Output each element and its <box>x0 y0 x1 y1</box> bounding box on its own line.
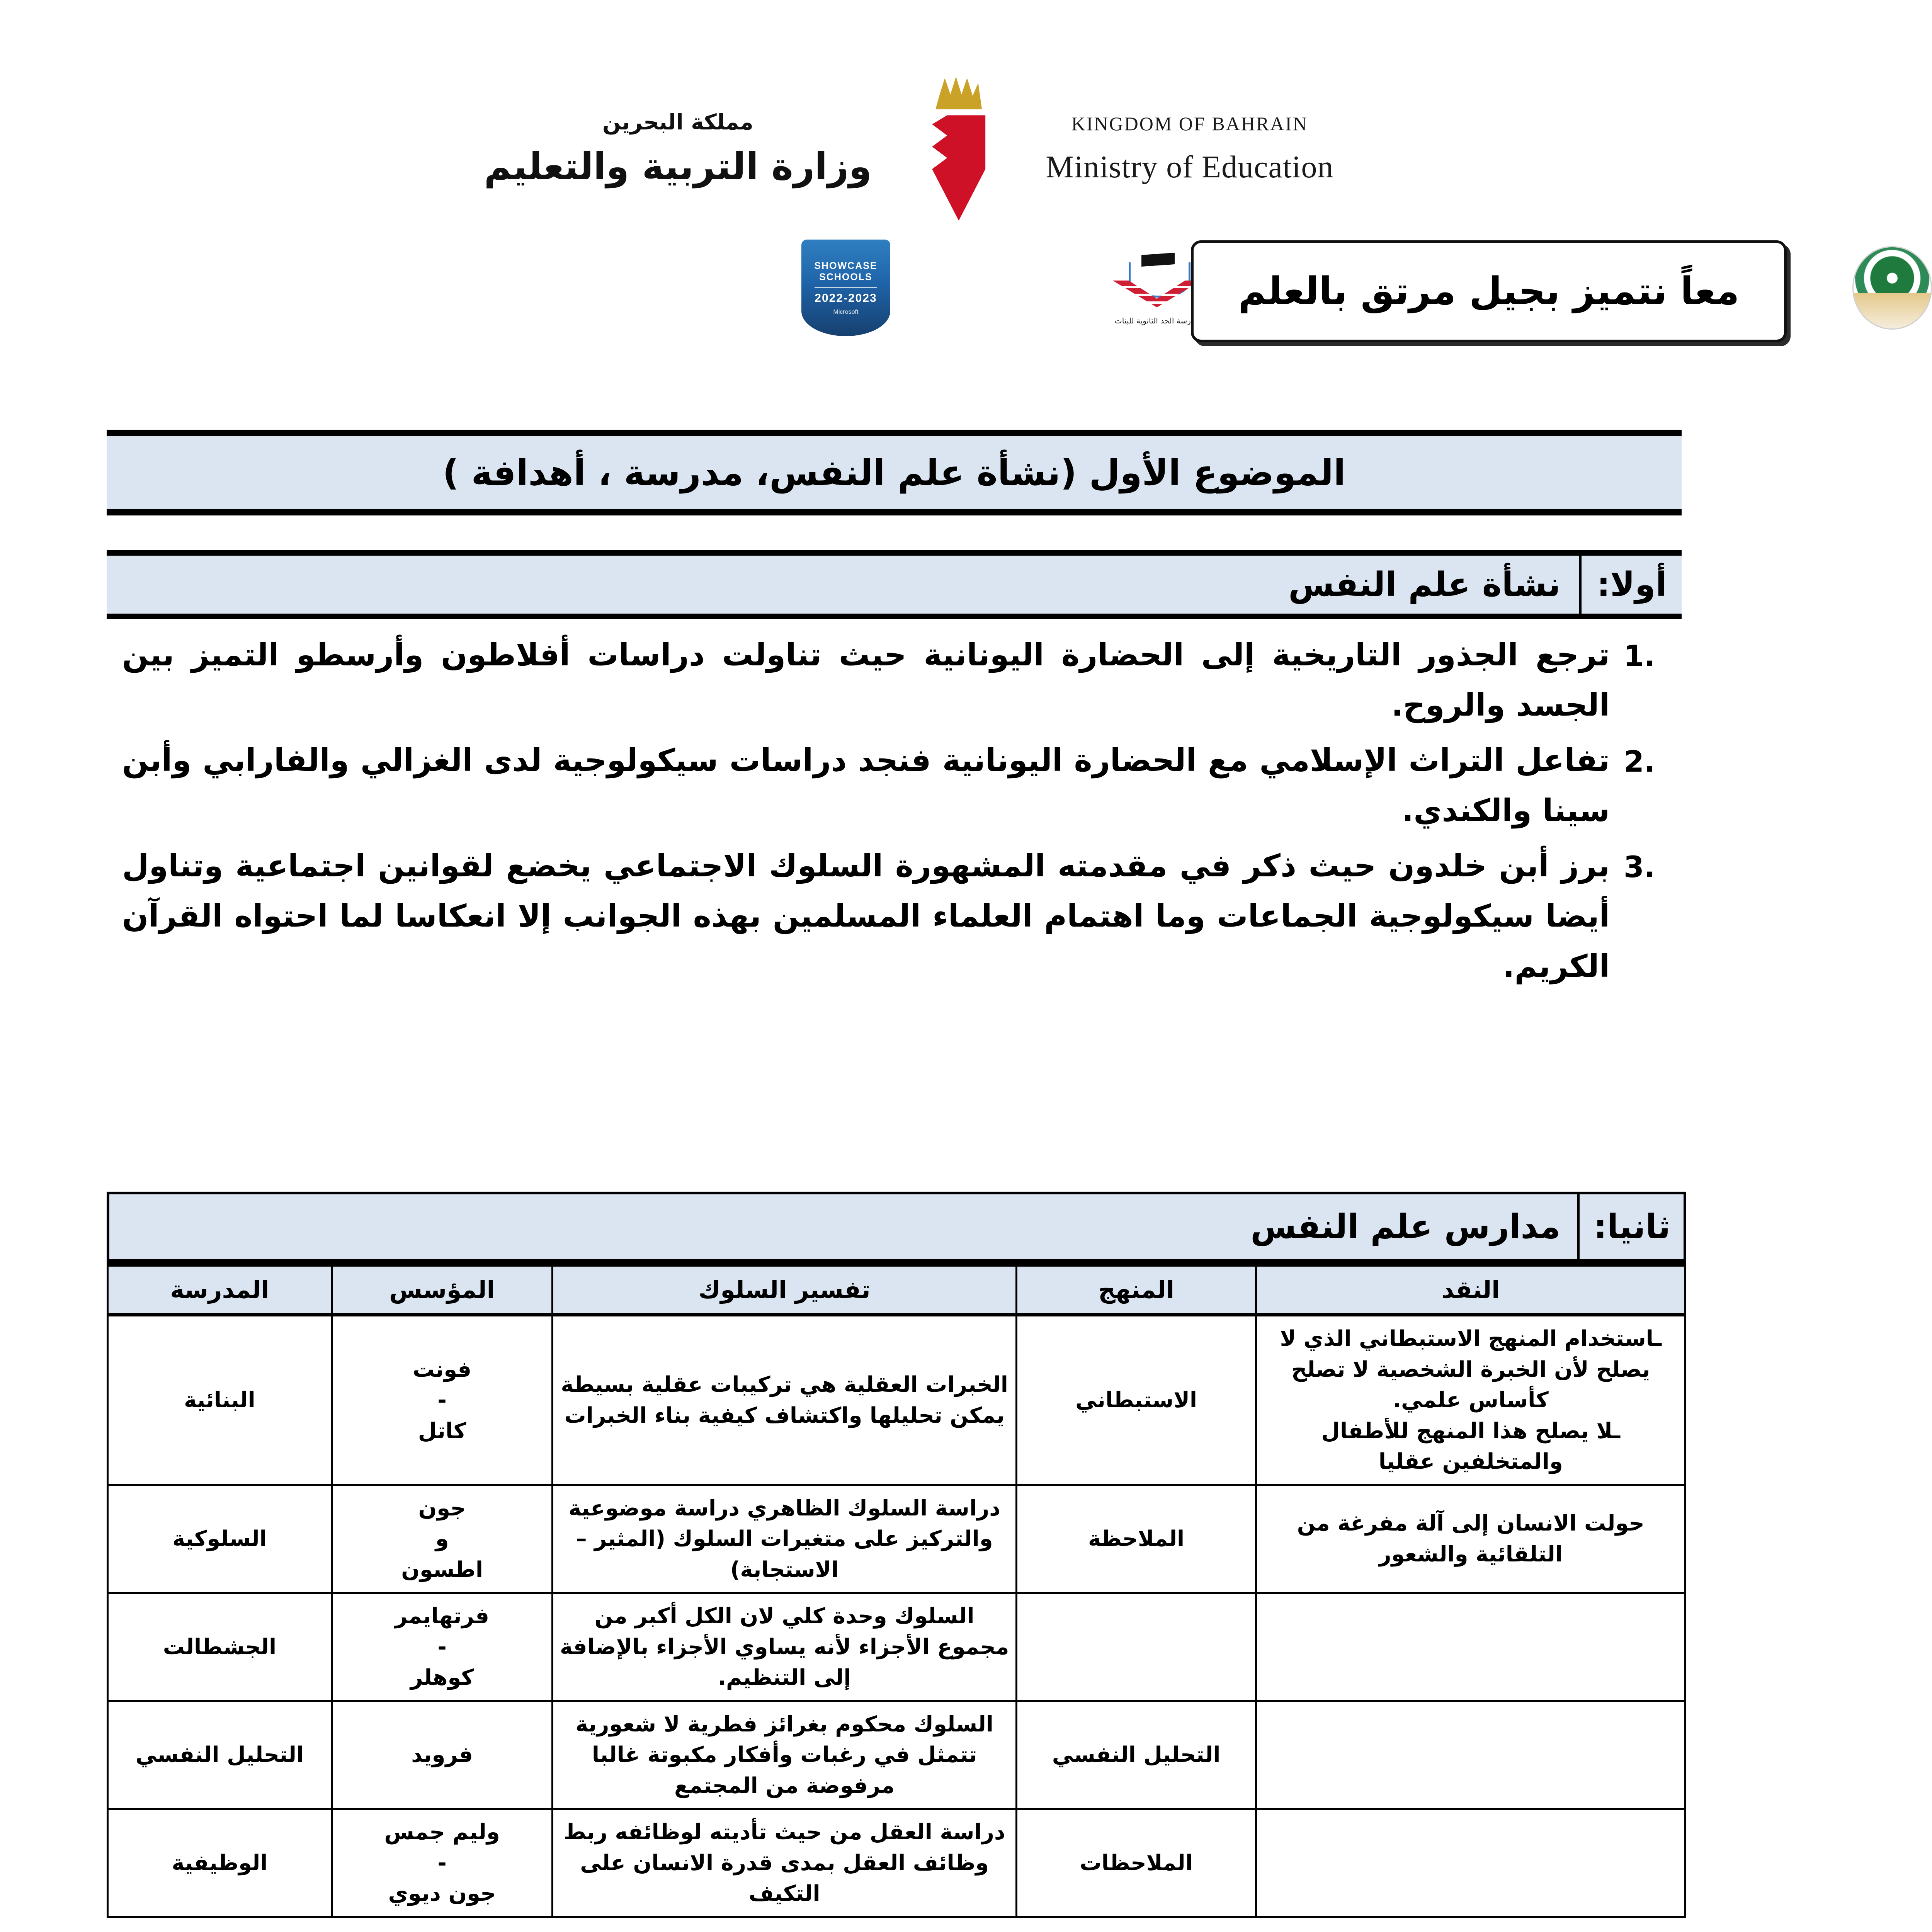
list-item: 3. برز أبن خلدون حيث ذكر في مقدمته المشه… <box>107 841 1682 991</box>
cell-behavior: السلوك وحدة كلي لان الكل أكبر من مجموع ا… <box>551 1592 1017 1702</box>
list-item-number: 1. <box>1624 639 1655 673</box>
cell-founder: فرتهايمر - كوهلر <box>330 1592 554 1702</box>
schools-table-block: ثانيا: مدارس علم النفس النقد المنهج تفسي… <box>107 1192 1686 1918</box>
section-second-bar: ثانيا: مدارس علم النفس <box>107 1192 1686 1263</box>
green-oval-shape <box>1852 246 1932 330</box>
cell-school: البنائية <box>107 1314 333 1486</box>
list-item-number: 3. <box>1624 850 1655 884</box>
cell-method: الملاحظة <box>1015 1484 1257 1594</box>
table-header-row: النقد المنهج تفسير السلوك المؤسس المدرسة <box>107 1263 1686 1317</box>
section-first-title: نشأة علم النفس <box>1288 565 1561 604</box>
column-header-method: المنهج <box>1015 1263 1257 1317</box>
topic-title-text: الموضوع الأول (نشأة علم النفس، مدرسة ، أ… <box>442 452 1346 493</box>
green-oval-accreditation-badge-icon <box>1852 246 1932 330</box>
cell-critique: ـاستخدام المنهج الاستبطاني الذي لا يصلح … <box>1255 1314 1686 1486</box>
cell-founder: جون و اطسون <box>330 1484 554 1594</box>
school-badge-caption: مدرسة الحد الثانوية للبنات <box>1114 316 1199 325</box>
section-second-label: ثانيا: <box>1577 1194 1684 1259</box>
showcase-school-emblem: SHOWCASE SCHOOLS 2022-2023 Microsoft <box>801 240 890 336</box>
school-emblem-shape <box>1105 251 1209 315</box>
list-item-number: 2. <box>1624 744 1655 779</box>
list-item: 1. ترجع الجذور التاريخية إلى الحضارة الي… <box>107 630 1682 730</box>
psychology-schools-table: النقد المنهج تفسير السلوك المؤسس المدرسة… <box>107 1263 1686 1918</box>
section-first-label: أولا: <box>1579 556 1682 614</box>
cell-school: السلوكية <box>107 1484 333 1594</box>
ministry-of-education-text: Ministry of Education <box>1046 149 1334 184</box>
list-item-text: برز أبن خلدون حيث ذكر في مقدمته المشهورة… <box>122 848 1610 984</box>
cell-method: الملاحظات <box>1015 1808 1257 1918</box>
kingdom-of-bahrain-text: KINGDOM OF BAHRAIN <box>1071 113 1308 134</box>
cell-school: التحليل النفسي <box>107 1700 333 1810</box>
cell-method <box>1015 1592 1257 1702</box>
column-header-behavior: تفسير السلوك <box>551 1263 1017 1317</box>
section-second-title: مدارس علم النفس <box>1250 1207 1561 1246</box>
cell-school: الجشطالت <box>107 1592 333 1702</box>
cell-behavior: السلوك محكوم بغرائز فطرية لا شعورية تتمث… <box>551 1700 1017 1810</box>
bahrain-crest-icon <box>906 71 1011 226</box>
ministry-of-education-arabic-text: وزارة التربية والتعليم <box>484 145 873 188</box>
origins-list: 1. ترجع الجذور التاريخية إلى الحضارة الي… <box>107 630 1682 997</box>
crest-flag-icon <box>932 115 986 221</box>
kingdom-of-bahrain-arabic-text: مملكة البحرين <box>602 109 753 135</box>
cell-critique <box>1255 1700 1686 1810</box>
list-item: 2. تفاعل التراث الإسلامي مع الحضارة اليو… <box>107 735 1682 835</box>
table-row: حولت الانسان إلى آلة مفرغة من التلقائية … <box>107 1484 1686 1594</box>
column-header-founder: المؤسس <box>330 1263 554 1317</box>
emblem-blue-arc <box>1129 262 1190 298</box>
cell-founder: فرويد <box>330 1700 554 1810</box>
cell-method: الاستبطاني <box>1015 1314 1257 1486</box>
topic-title-bar: الموضوع الأول (نشأة علم النفس، مدرسة ، أ… <box>107 430 1682 515</box>
table-row: التحليل النفسي السلوك محكوم بغرائز فطرية… <box>107 1700 1686 1810</box>
microsoft-showcase-school-badge-icon: SHOWCASE SCHOOLS 2022-2023 Microsoft <box>801 240 890 336</box>
cell-behavior: الخبرات العقلية هي تركيبات عقلية بسيطة ي… <box>551 1314 1017 1486</box>
alhidd-school-badge-icon: مدرسة الحد الثانوية للبنات <box>1083 243 1230 332</box>
list-item-text: ترجع الجذور التاريخية إلى الحضارة اليونا… <box>122 637 1610 723</box>
showcase-year: 2022-2023 <box>815 286 877 305</box>
table-row: ـاستخدام المنهج الاستبطاني الذي لا يصلح … <box>107 1314 1686 1486</box>
ministry-letterhead: KINGDOM OF BAHRAIN Ministry of Education… <box>0 66 1932 232</box>
column-header-school: المدرسة <box>107 1263 333 1317</box>
table-row: الملاحظات دراسة العقل من حيث تأديته لوظا… <box>107 1808 1686 1918</box>
showcase-line2: SCHOOLS <box>819 271 872 282</box>
list-item-text: تفاعل التراث الإسلامي مع الحضارة اليونان… <box>122 742 1610 828</box>
ministry-name-english: KINGDOM OF BAHRAIN Ministry of Education <box>1046 112 1333 185</box>
microsoft-label: Microsoft <box>833 308 859 315</box>
cell-school: الوظيفية <box>107 1808 333 1918</box>
cell-method: التحليل النفسي <box>1015 1700 1257 1810</box>
school-motto-banner: معاً نتميز بجيل مرتق بالعلم <box>1191 240 1787 342</box>
section-first-bar: أولا: نشأة علم النفس <box>107 550 1682 619</box>
cell-critique <box>1255 1592 1686 1702</box>
school-emblem: مدرسة الحد الثانوية للبنات <box>1083 243 1230 332</box>
column-header-critique: النقد <box>1255 1263 1686 1317</box>
cell-founder: وليم جمس - جون ديوي <box>330 1808 554 1918</box>
cell-behavior: دراسة العقل من حيث تأديته لوظائفه ربط وظ… <box>551 1808 1017 1918</box>
ministry-name-arabic: مملكة البحرين وزارة التربية والتعليم <box>484 109 873 188</box>
crest-crown-icon <box>935 77 982 109</box>
table-row: السلوك وحدة كلي لان الكل أكبر من مجموع ا… <box>107 1592 1686 1702</box>
cell-critique: حولت الانسان إلى آلة مفرغة من التلقائية … <box>1255 1484 1686 1594</box>
cell-behavior: دراسة السلوك الظاهري دراسة موضوعية والتر… <box>551 1484 1017 1594</box>
cell-founder: فونت - كاتل <box>330 1314 554 1486</box>
cell-critique <box>1255 1808 1686 1918</box>
page-header: KINGDOM OF BAHRAIN Ministry of Education… <box>0 0 1932 394</box>
showcase-line1: SHOWCASE <box>814 260 878 271</box>
